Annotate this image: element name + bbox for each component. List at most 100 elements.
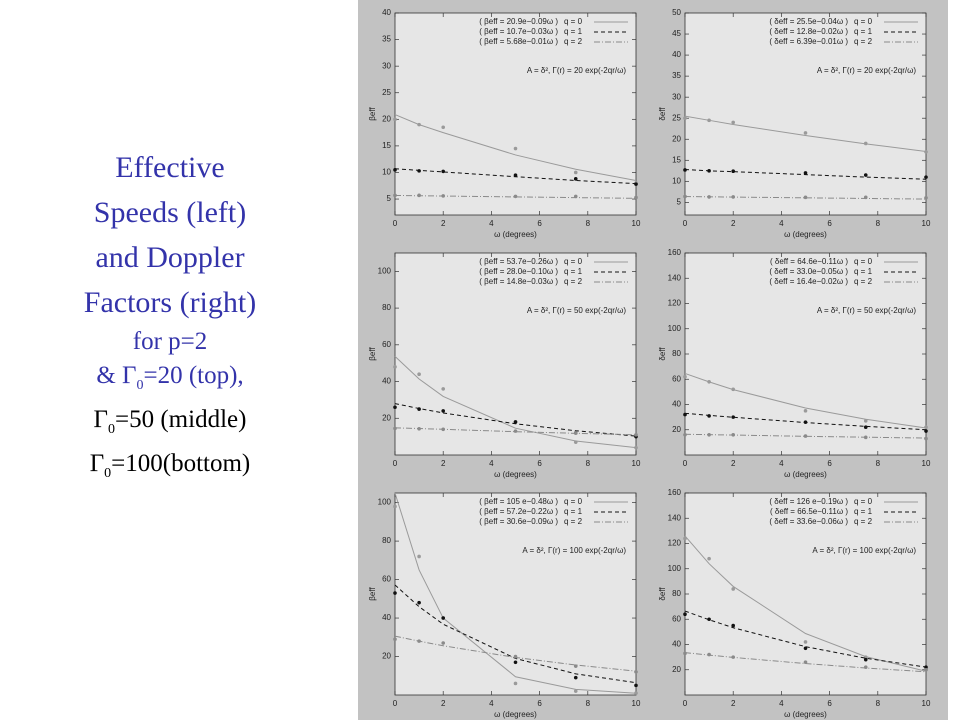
y-tick-label: 140 — [668, 273, 682, 282]
y-tick-label: 25 — [672, 113, 681, 122]
fit-line — [394, 403, 637, 437]
data-point — [924, 175, 928, 179]
data-point — [863, 195, 868, 200]
x-tick-label: 2 — [731, 219, 736, 228]
fit-line — [684, 196, 927, 200]
title-line: and Doppler — [95, 241, 245, 274]
data-point — [707, 556, 711, 561]
y-tick-label: 15 — [672, 155, 681, 164]
fit-line — [684, 535, 927, 672]
x-axis-label: ω (degrees) — [494, 470, 537, 479]
data-point — [863, 173, 868, 177]
data-point — [417, 554, 421, 559]
data-point — [803, 646, 808, 651]
legend-q-label: q = 2 — [854, 277, 873, 286]
data-point — [683, 433, 687, 437]
gamma-sub: 0 — [108, 422, 115, 437]
data-point — [513, 681, 518, 686]
legend-q-label: q = 1 — [854, 27, 873, 36]
data-point — [707, 169, 711, 173]
y-tick-label: 100 — [378, 498, 392, 507]
legend-q-label: q = 2 — [854, 517, 873, 526]
data-point — [393, 426, 397, 431]
legend-q-label: q = 0 — [564, 17, 583, 26]
annotation: A = δ², Γ(r) = 20 exp(-2qr/ω) — [817, 66, 916, 75]
gamma-post: =50 (middle) — [115, 406, 247, 433]
x-tick-label: 10 — [632, 219, 641, 228]
y-tick-label: 100 — [378, 266, 392, 275]
fit-line — [684, 652, 927, 673]
y-tick-label: 60 — [672, 374, 681, 383]
y-tick-label: 160 — [668, 488, 682, 497]
data-point — [417, 639, 421, 643]
legend-q-label: q = 0 — [854, 497, 873, 506]
x-tick-label: 4 — [779, 219, 784, 228]
data-point — [573, 675, 578, 680]
data-point — [863, 425, 868, 430]
y-tick-label: 50 — [672, 8, 681, 17]
y-tick-label: 45 — [672, 29, 681, 38]
data-point — [513, 194, 518, 199]
data-point — [393, 504, 397, 509]
data-point — [924, 667, 928, 672]
y-tick-label: 20 — [382, 114, 391, 123]
x-tick-label: 4 — [489, 699, 494, 708]
y-tick-label: 25 — [382, 88, 391, 97]
x-tick-label: 8 — [586, 699, 591, 708]
x-tick-label: 2 — [731, 459, 736, 468]
data-point — [731, 623, 735, 628]
data-point — [441, 427, 446, 432]
x-tick-label: 10 — [922, 459, 931, 468]
data-point — [573, 431, 578, 435]
data-point — [731, 195, 735, 199]
legend-label: ( δeff = 126 e−0.19ω ) — [769, 497, 848, 506]
legend-q-label: q = 1 — [854, 267, 873, 276]
x-tick-label: 0 — [683, 699, 688, 708]
data-point — [731, 433, 735, 437]
x-axis-label: ω (degrees) — [784, 470, 827, 479]
data-point — [573, 177, 578, 181]
y-tick-label: 20 — [382, 413, 391, 422]
data-point — [924, 665, 928, 670]
y-tick-label: 120 — [668, 539, 682, 548]
legend-q-label: q = 0 — [564, 257, 583, 266]
y-tick-label: 160 — [668, 248, 682, 257]
fit-line — [684, 372, 927, 429]
gamma-line: Γ0=100(bottom) — [0, 447, 340, 491]
annotation: A = δ², Γ(r) = 100 exp(-2qr/ω) — [812, 546, 916, 555]
legend-q-label: q = 0 — [564, 497, 583, 506]
legend-label: ( δeff = 16.4e−0.02ω ) — [769, 277, 848, 286]
legend-label: ( βeff = 14.8e−0.03ω ) — [479, 277, 558, 286]
legend-label: ( δeff = 25.5e−0.04ω ) — [769, 17, 848, 26]
data-point — [513, 420, 518, 424]
y-tick-label: 20 — [672, 134, 681, 143]
gamma-post: =20 (top), — [143, 362, 244, 389]
legend-q-label: q = 2 — [854, 37, 873, 46]
y-axis-label: δeff — [658, 587, 667, 601]
x-tick-label: 8 — [876, 459, 881, 468]
y-tick-label: 5 — [387, 194, 392, 203]
x-tick-label: 2 — [441, 459, 446, 468]
data-point — [803, 420, 808, 424]
y-tick-label: 80 — [382, 536, 391, 545]
legend-q-label: q = 2 — [564, 37, 583, 46]
data-point — [417, 426, 421, 431]
fit-line — [684, 169, 927, 180]
fit-line — [684, 433, 927, 439]
title-line: Effective — [115, 151, 225, 184]
y-tick-label: 15 — [382, 141, 391, 150]
y-axis-label: δeff — [658, 107, 667, 121]
legend-q-label: q = 1 — [564, 267, 583, 276]
gamma-line: & Γ0=20 (top), — [0, 359, 340, 403]
data-point — [441, 409, 446, 413]
data-point — [731, 387, 735, 392]
legend-label: ( βeff = 5.68e−0.01ω ) — [479, 37, 558, 46]
annotation: A = δ², Γ(r) = 20 exp(-2qr/ω) — [527, 66, 626, 75]
y-tick-label: 35 — [672, 71, 681, 80]
legend-label: ( δeff = 66.5e−0.11ω ) — [770, 507, 848, 516]
y-tick-label: 60 — [382, 575, 391, 584]
legend-label: ( βeff = 28.0e−0.10ω ) — [479, 267, 558, 276]
data-point — [393, 117, 397, 122]
legend-label: ( βeff = 20.9e−0.09ω ) — [479, 17, 558, 26]
